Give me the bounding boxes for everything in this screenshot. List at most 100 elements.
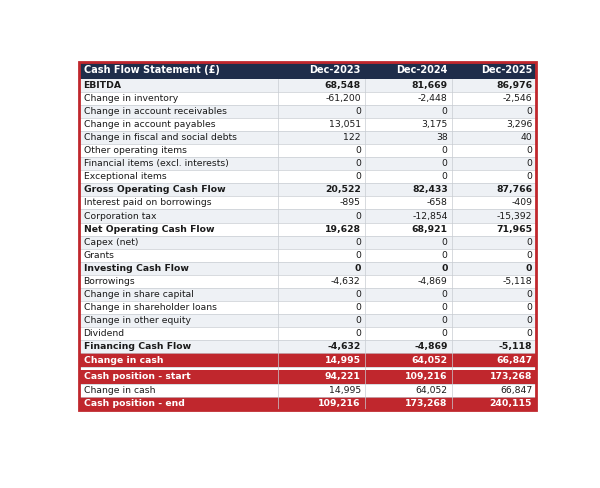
Text: 13,051: 13,051 xyxy=(329,120,361,129)
Text: 0: 0 xyxy=(442,172,448,181)
Text: 0: 0 xyxy=(526,107,532,116)
Text: 20,522: 20,522 xyxy=(325,185,361,194)
Text: Cash Flow Statement (£): Cash Flow Statement (£) xyxy=(83,65,220,76)
Text: Financial items (excl. interests): Financial items (excl. interests) xyxy=(83,159,228,168)
Text: -4,869: -4,869 xyxy=(418,277,448,286)
Text: 0: 0 xyxy=(526,316,532,325)
Bar xyxy=(79,79,536,92)
Text: 0: 0 xyxy=(354,264,361,273)
Text: 0: 0 xyxy=(442,290,448,299)
Text: Change in shareholder loans: Change in shareholder loans xyxy=(83,303,217,312)
Bar xyxy=(79,341,536,353)
Text: -5,118: -5,118 xyxy=(499,343,532,351)
Text: 14,995: 14,995 xyxy=(329,386,361,394)
Text: 0: 0 xyxy=(526,329,532,338)
Text: 0: 0 xyxy=(355,211,361,221)
Text: 0: 0 xyxy=(355,329,361,338)
Text: Gross Operating Cash Flow: Gross Operating Cash Flow xyxy=(83,185,225,194)
Text: 173,268: 173,268 xyxy=(405,399,448,407)
Text: -5,118: -5,118 xyxy=(503,277,532,286)
Text: Grants: Grants xyxy=(83,251,115,260)
Text: -658: -658 xyxy=(427,199,448,207)
Bar xyxy=(79,366,536,370)
Text: -2,448: -2,448 xyxy=(418,94,448,102)
Text: 66,847: 66,847 xyxy=(500,386,532,394)
Text: Dividend: Dividend xyxy=(83,329,125,338)
Bar xyxy=(79,196,536,209)
Text: Change in cash: Change in cash xyxy=(83,356,163,365)
Text: -4,632: -4,632 xyxy=(328,343,361,351)
Text: Net Operating Cash Flow: Net Operating Cash Flow xyxy=(83,224,214,234)
Bar xyxy=(79,209,536,223)
Bar xyxy=(79,157,536,170)
Text: Change in inventory: Change in inventory xyxy=(83,94,178,102)
Text: -61,200: -61,200 xyxy=(325,94,361,102)
Bar xyxy=(79,288,536,301)
Bar xyxy=(79,275,536,288)
Bar xyxy=(79,370,536,384)
Text: -409: -409 xyxy=(511,199,532,207)
Text: 0: 0 xyxy=(355,251,361,260)
Bar xyxy=(79,223,536,236)
Text: Change in other equity: Change in other equity xyxy=(83,316,191,325)
Text: 0: 0 xyxy=(441,264,448,273)
Text: 173,268: 173,268 xyxy=(490,372,532,382)
Text: 109,216: 109,216 xyxy=(318,399,361,407)
Bar xyxy=(79,183,536,196)
Text: Change in account receivables: Change in account receivables xyxy=(83,107,227,116)
Bar xyxy=(79,105,536,118)
Text: 122: 122 xyxy=(343,133,361,142)
Bar xyxy=(79,118,536,131)
Bar xyxy=(79,327,536,341)
Text: 19,628: 19,628 xyxy=(325,224,361,234)
Text: 0: 0 xyxy=(355,172,361,181)
Text: 0: 0 xyxy=(442,329,448,338)
Text: 0: 0 xyxy=(355,238,361,247)
Bar xyxy=(79,262,536,275)
Text: Financing Cash Flow: Financing Cash Flow xyxy=(83,343,191,351)
Text: 0: 0 xyxy=(526,264,532,273)
Text: 0: 0 xyxy=(526,146,532,155)
Text: 0: 0 xyxy=(526,303,532,312)
Text: 14,995: 14,995 xyxy=(325,356,361,365)
Text: 86,976: 86,976 xyxy=(496,81,532,90)
Text: 64,052: 64,052 xyxy=(416,386,448,394)
Bar xyxy=(79,314,536,327)
Text: 82,433: 82,433 xyxy=(412,185,448,194)
Bar xyxy=(79,397,536,410)
Bar xyxy=(79,131,536,144)
Text: Investing Cash Flow: Investing Cash Flow xyxy=(83,264,188,273)
Text: 0: 0 xyxy=(442,251,448,260)
Text: 0: 0 xyxy=(442,303,448,312)
Text: 0: 0 xyxy=(526,172,532,181)
Bar xyxy=(79,144,536,157)
Text: 240,115: 240,115 xyxy=(490,399,532,407)
Text: -12,854: -12,854 xyxy=(412,211,448,221)
Bar xyxy=(79,249,536,262)
Text: -4,632: -4,632 xyxy=(331,277,361,286)
Bar xyxy=(79,170,536,183)
Text: 68,921: 68,921 xyxy=(412,224,448,234)
Text: Other operating items: Other operating items xyxy=(83,146,187,155)
Text: 38: 38 xyxy=(436,133,448,142)
Text: 0: 0 xyxy=(355,290,361,299)
Text: Dec-2025: Dec-2025 xyxy=(481,65,532,76)
Text: Dec-2023: Dec-2023 xyxy=(310,65,361,76)
Text: 0: 0 xyxy=(526,251,532,260)
Text: -4,869: -4,869 xyxy=(414,343,448,351)
Bar xyxy=(79,384,536,397)
Text: 0: 0 xyxy=(355,107,361,116)
Bar xyxy=(79,301,536,314)
Bar xyxy=(79,236,536,249)
Text: 0: 0 xyxy=(442,146,448,155)
Text: Change in cash: Change in cash xyxy=(83,386,155,394)
Text: -2,546: -2,546 xyxy=(503,94,532,102)
Text: Dec-2024: Dec-2024 xyxy=(396,65,448,76)
Text: -895: -895 xyxy=(340,199,361,207)
Text: Corporation tax: Corporation tax xyxy=(83,211,156,221)
Bar xyxy=(79,353,536,366)
Text: 94,221: 94,221 xyxy=(325,372,361,382)
Text: Change in fiscal and social debts: Change in fiscal and social debts xyxy=(83,133,236,142)
Text: Cash position - end: Cash position - end xyxy=(83,399,184,407)
Text: 66,847: 66,847 xyxy=(496,356,532,365)
